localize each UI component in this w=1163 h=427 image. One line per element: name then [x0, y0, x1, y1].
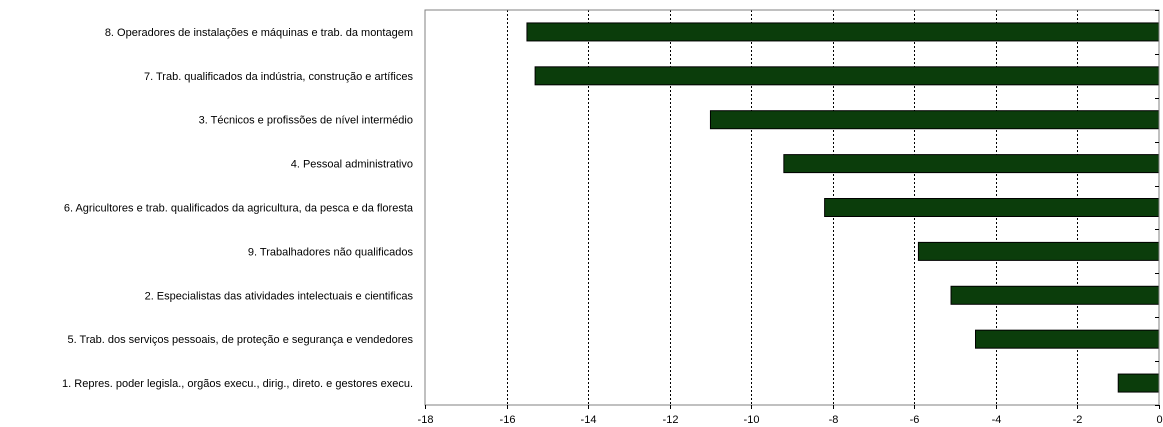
category-label: 4. Pessoal administrativo — [291, 159, 413, 171]
x-tick-label: -2 — [1073, 414, 1083, 426]
category-label: 5. Trab. dos serviços pessoais, de prote… — [68, 334, 414, 346]
bar — [526, 22, 1160, 42]
bar — [917, 241, 1160, 261]
bar — [950, 285, 1160, 305]
x-tick-label: -8 — [829, 414, 839, 426]
bar — [1117, 373, 1160, 393]
category-label: 3. Técnicos e profissões de nível interm… — [199, 115, 413, 127]
x-tick-label: -14 — [581, 414, 597, 426]
x-tick-label: -6 — [910, 414, 920, 426]
x-tick-label: -12 — [663, 414, 679, 426]
x-tick-label: -4 — [992, 414, 1002, 426]
plot-frame — [424, 9, 1160, 406]
bars — [526, 22, 1160, 393]
bar — [783, 154, 1160, 174]
x-tick-label: 0 — [1156, 414, 1162, 426]
bar — [824, 198, 1160, 217]
category-label: 8. Operadores de instalações e máquinas … — [105, 27, 413, 39]
category-label: 7. Trab. qualificados da indústria, cons… — [144, 71, 414, 83]
category-labels: 8. Operadores de instalações e máquinas … — [62, 27, 414, 390]
bar — [975, 329, 1160, 349]
x-tick-label: -18 — [418, 414, 434, 426]
y-axis-ticks — [1155, 10, 1159, 406]
bar — [534, 66, 1160, 86]
bar — [709, 110, 1160, 130]
category-label: 2. Especialistas das atividades intelect… — [145, 290, 414, 302]
category-label: 6. Agricultores e trab. qualificados da … — [64, 203, 414, 215]
x-tick-label: -16 — [500, 414, 516, 426]
x-tick-label: -10 — [744, 414, 760, 426]
category-label: 9. Trabalhadores não qualificados — [248, 246, 414, 258]
x-axis: -18 -16 -14 -12 -10 -8 -6 -4 -2 0 — [418, 405, 1163, 426]
category-label: 1. Repres. poder legisla., orgãos execu.… — [62, 378, 413, 390]
